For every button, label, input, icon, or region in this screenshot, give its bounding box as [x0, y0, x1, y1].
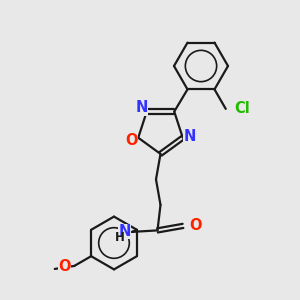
Text: O: O: [190, 218, 202, 233]
Text: N: N: [118, 224, 130, 239]
Text: N: N: [183, 129, 196, 144]
Text: N: N: [135, 100, 148, 116]
Text: H: H: [115, 231, 124, 244]
Text: O: O: [125, 133, 138, 148]
Text: O: O: [58, 259, 70, 274]
Text: Cl: Cl: [234, 101, 250, 116]
